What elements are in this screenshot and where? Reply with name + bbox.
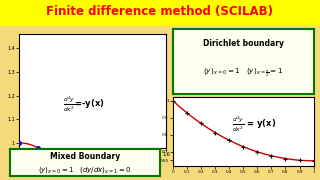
- Text: Mixed Boundary: Mixed Boundary: [50, 152, 120, 161]
- Text: Dirichlet boundary: Dirichlet boundary: [203, 39, 284, 48]
- Text: Finite difference method (SCILAB): Finite difference method (SCILAB): [46, 5, 274, 18]
- Text: $\frac{d^2y}{dx^2}$=-$\mathbf{y(x)}$: $\frac{d^2y}{dx^2}$=-$\mathbf{y(x)}$: [63, 95, 105, 114]
- Text: $\frac{d^2y}{dx^2}$ = $\mathbf{y(x)}$: $\frac{d^2y}{dx^2}$ = $\mathbf{y(x)}$: [232, 115, 276, 134]
- Text: $(y)_{x=0} = 1$   $(y)_{x=\frac{\pi}{2}} = 1$: $(y)_{x=0} = 1$ $(y)_{x=\frac{\pi}{2}} =…: [203, 67, 284, 79]
- Text: $(y)_{x=0} = 1$   $(dy/dx)_{x=1} = 0$: $(y)_{x=0} = 1$ $(dy/dx)_{x=1} = 0$: [38, 165, 132, 175]
